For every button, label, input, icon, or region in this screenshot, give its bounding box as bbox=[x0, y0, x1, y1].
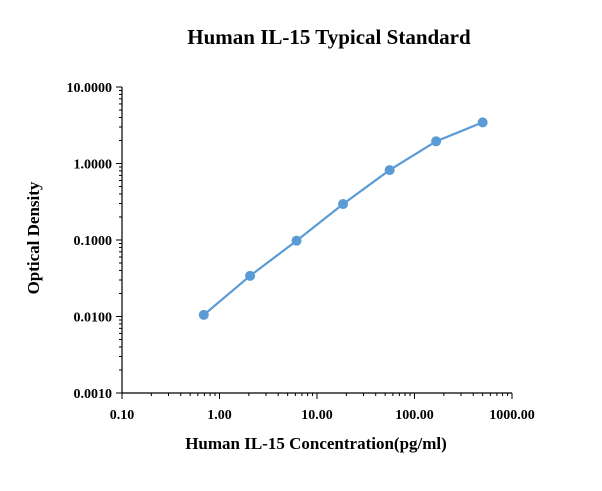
x-tick-label: 1.00 bbox=[207, 408, 232, 423]
x-axis-label: Human IL-15 Concentration(pg/ml) bbox=[185, 434, 447, 453]
x-tick-label: 0.10 bbox=[110, 408, 135, 423]
series-line bbox=[203, 121, 484, 316]
data-point bbox=[245, 270, 256, 281]
y-axis-label: Optical Density bbox=[24, 181, 43, 294]
data-point bbox=[291, 235, 302, 246]
axes bbox=[121, 87, 512, 394]
y-tick-label: 0.0100 bbox=[74, 311, 113, 326]
x-axis: 0.10 1.00 10.00 100.00 1000.00 bbox=[110, 393, 535, 423]
series bbox=[198, 117, 488, 320]
data-point bbox=[477, 117, 488, 128]
y-tick-label: 0.0010 bbox=[74, 387, 113, 402]
data-point bbox=[431, 136, 442, 147]
data-point bbox=[384, 165, 395, 176]
x-tick-label: 10.00 bbox=[301, 408, 333, 423]
x-tick-label: 100.00 bbox=[395, 408, 434, 423]
x-tick-label: 1000.00 bbox=[489, 408, 535, 423]
y-tick-label: 1.0000 bbox=[74, 158, 113, 173]
y-tick-label: 0.1000 bbox=[74, 234, 113, 249]
chart-title: Human IL-15 Typical Standard bbox=[187, 25, 471, 49]
data-point bbox=[338, 199, 349, 210]
y-tick-label: 10.0000 bbox=[67, 81, 113, 96]
y-axis: 0.0010 0.0100 0.1000 1.0000 10.0000 bbox=[67, 81, 122, 402]
data-point bbox=[198, 309, 209, 320]
